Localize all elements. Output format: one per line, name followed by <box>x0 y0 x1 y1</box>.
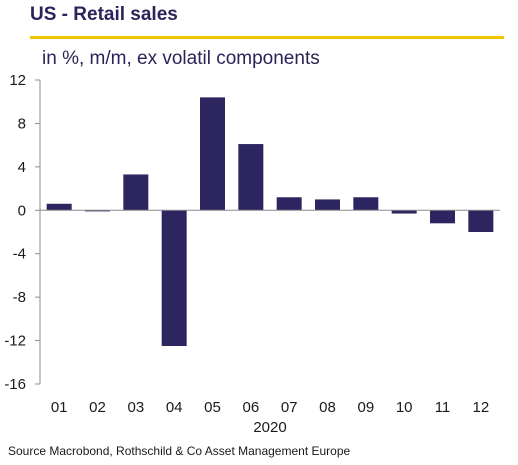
bar-07 <box>276 197 302 211</box>
y-tick-label: 0 <box>18 202 26 219</box>
x-axis-label: 2020 <box>253 419 286 436</box>
x-tick-label: 02 <box>89 399 106 416</box>
y-tick-label: -4 <box>13 246 26 263</box>
x-axis: 01 02 03 04 05 06 07 08 09 10 11 12 <box>51 399 489 416</box>
bar-09 <box>353 197 379 211</box>
bar-11 <box>430 210 455 224</box>
x-tick-label: 11 <box>435 399 451 416</box>
x-tick-label: 09 <box>357 399 374 416</box>
bar-01 <box>46 203 72 211</box>
y-tick-label: -16 <box>4 376 26 393</box>
x-tick-label: 04 <box>166 399 183 416</box>
y-tick-label: 4 <box>18 159 26 176</box>
x-tick-label: 05 <box>204 399 221 416</box>
bar-10 <box>391 210 417 214</box>
chart-subtitle: in %, m/m, ex volatil components <box>42 48 320 69</box>
x-tick-label: 06 <box>242 399 259 416</box>
bar-05 <box>200 97 225 211</box>
chart-title: US - Retail sales <box>30 4 178 25</box>
x-tick-label: 10 <box>396 399 413 416</box>
bar-06 <box>238 144 264 211</box>
y-axis: 12 8 4 0 -4 -8 -12 -16 <box>4 72 41 393</box>
y-tick-label: 12 <box>9 72 26 89</box>
bar-03 <box>123 174 149 211</box>
x-tick-label: 03 <box>127 399 144 416</box>
y-tick-label: 8 <box>18 115 26 132</box>
bar-08 <box>315 199 340 211</box>
bars <box>46 97 494 346</box>
x-tick-label: 12 <box>472 399 489 416</box>
x-tick-label: 07 <box>281 399 298 416</box>
title-underline <box>30 36 504 39</box>
bar-chart: 12 8 4 0 -4 -8 -12 -16 01 02 03 04 05 06 07 08 09 10 11 12… <box>4 72 500 436</box>
y-tick-label: -8 <box>13 289 26 306</box>
bar-12 <box>468 210 494 232</box>
x-tick-label: 08 <box>319 399 336 416</box>
x-tick-label: 01 <box>51 399 68 416</box>
y-tick-label: -12 <box>4 333 26 350</box>
bar-04 <box>161 210 187 346</box>
bar-02 <box>85 210 110 212</box>
source-note: Source Macrobond, Rothschild & Co Asset … <box>8 444 351 458</box>
